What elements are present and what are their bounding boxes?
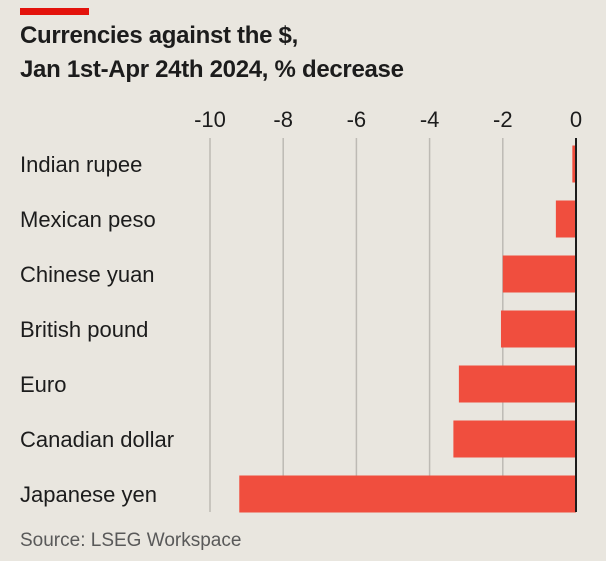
x-tick-label: -4: [420, 107, 440, 132]
bar: [453, 420, 576, 458]
bar: [239, 475, 576, 513]
category-label: Mexican peso: [20, 207, 156, 232]
category-label: Canadian dollar: [20, 427, 174, 452]
category-label: Chinese yuan: [20, 262, 155, 287]
chart-title: Currencies against the $,: [20, 22, 298, 49]
bar: [458, 365, 576, 403]
bar: [555, 200, 576, 238]
category-label: Japanese yen: [20, 482, 157, 507]
bar: [572, 145, 576, 183]
x-tick-label: 0: [570, 107, 582, 132]
x-tick-label: -2: [493, 107, 513, 132]
x-tick-label: -8: [273, 107, 293, 132]
chart-subtitle: Jan 1st-Apr 24th 2024, % decrease: [20, 56, 404, 83]
bar: [500, 310, 576, 348]
brand-accent-bar: [20, 8, 89, 15]
source-note: Source: LSEG Workspace: [20, 530, 242, 551]
bar: [502, 255, 576, 293]
category-label: Euro: [20, 372, 66, 397]
x-tick-label: -6: [347, 107, 367, 132]
category-label: Indian rupee: [20, 152, 142, 177]
x-tick-label: -10: [194, 107, 226, 132]
category-label: British pound: [20, 317, 148, 342]
